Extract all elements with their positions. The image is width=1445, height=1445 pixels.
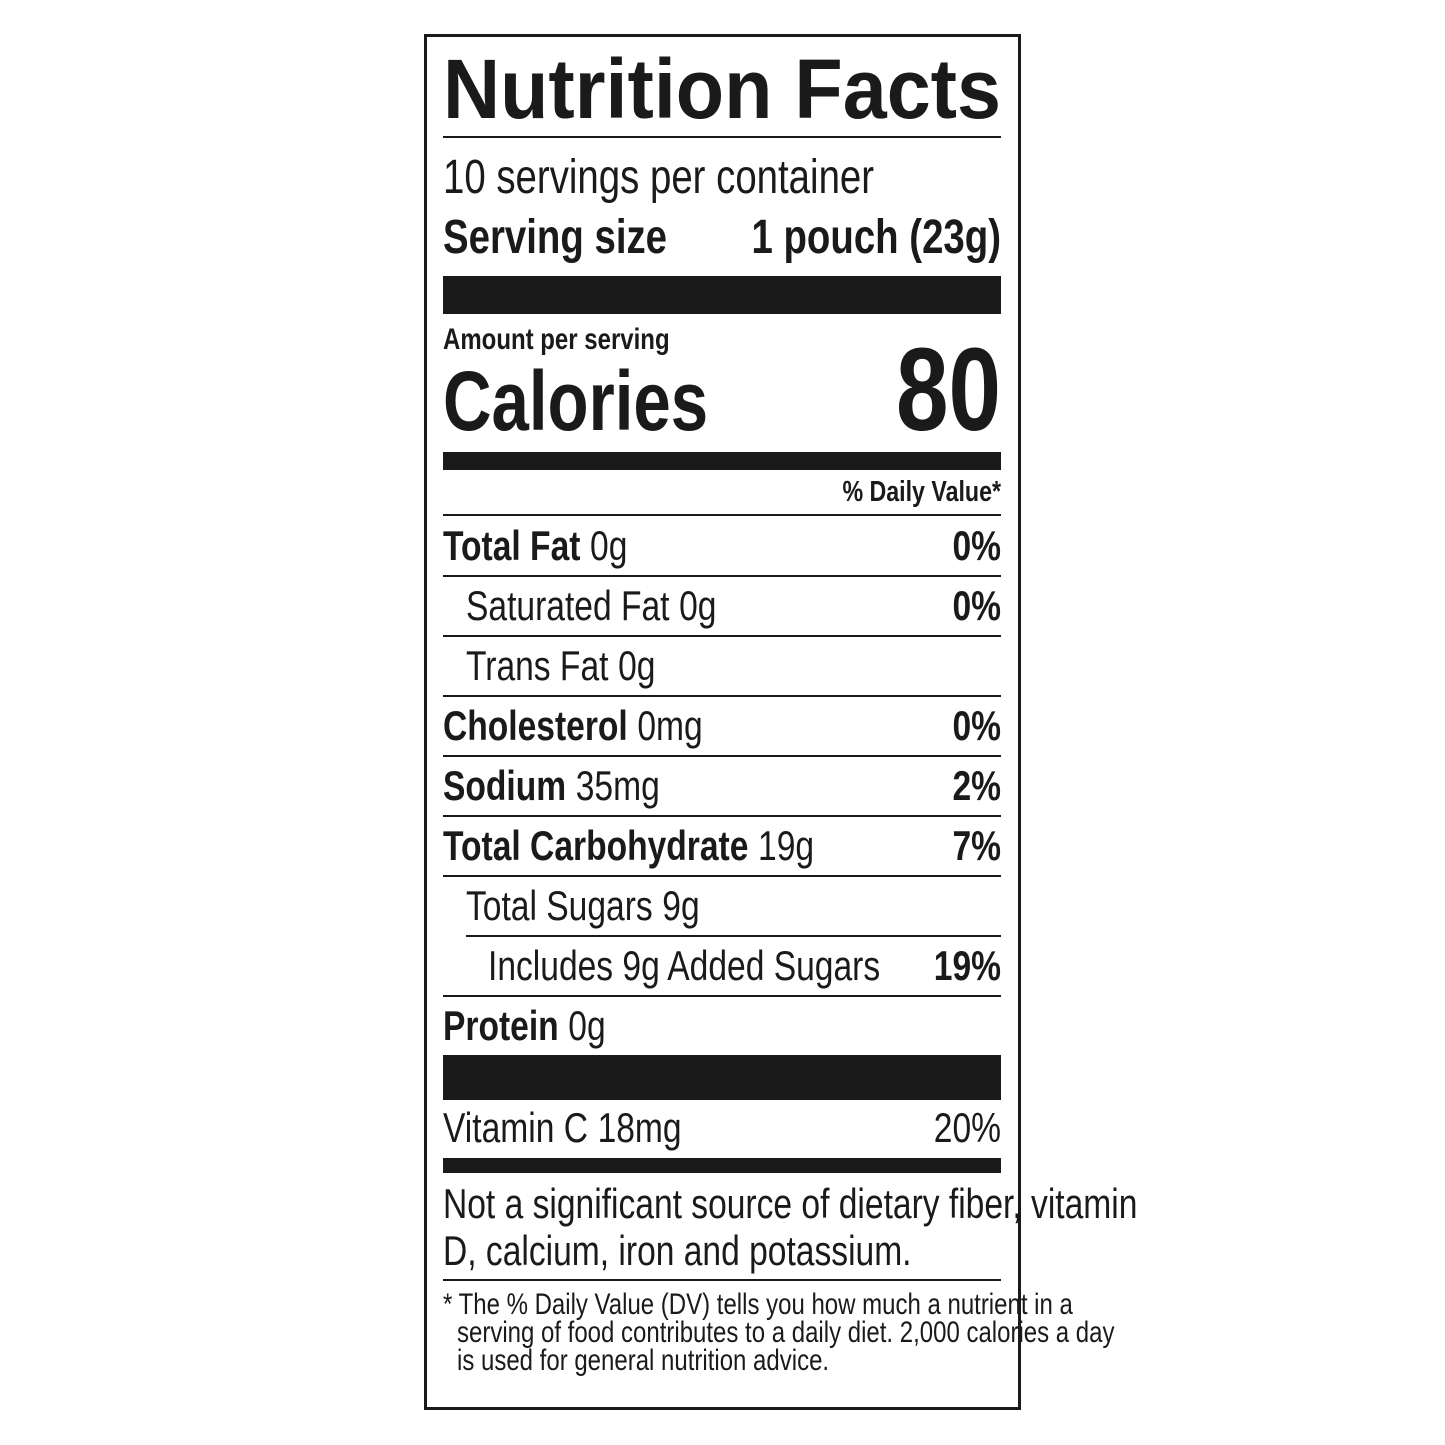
nutrient-name-part: 9g	[662, 884, 699, 930]
nutrient-dv: 2%	[952, 764, 1001, 810]
rule	[443, 875, 1001, 877]
nutrient-name: Trans Fat 0g	[466, 644, 655, 690]
nutrient-name-part: Total Sugars	[466, 884, 653, 930]
nutrient-dv: 7%	[952, 824, 1001, 870]
calories-value: 80	[896, 323, 1001, 456]
amount-per-serving: Amount per serving	[443, 321, 670, 355]
nutrient-name-part: Sodium	[443, 764, 566, 810]
nutrient-name-part: Trans Fat	[466, 644, 609, 690]
rule	[443, 995, 1001, 997]
nutrient-name-part: 35mg	[576, 764, 660, 810]
vitamin-name-part: Vitamin C	[443, 1106, 588, 1152]
nutrient-name-part: Total Fat	[443, 524, 581, 570]
calories-value-part: 80	[896, 323, 1001, 456]
nutrient-name: Sodium 35mg	[443, 764, 660, 810]
daily-value-header: % Daily Value*	[842, 474, 1001, 507]
nutrient-dv: 0%	[952, 704, 1001, 750]
rule	[443, 514, 1001, 516]
nutrient-dv-part: 0%	[952, 704, 1001, 750]
note-line-part: D, calcium, iron and potassium.	[443, 1229, 912, 1275]
nutrient-name: Protein 0g	[443, 1004, 606, 1050]
nutrient-name-part: Protein	[443, 1004, 559, 1050]
nutrient-dv-part: 2%	[952, 764, 1001, 810]
rule	[443, 635, 1001, 637]
rule	[443, 695, 1001, 697]
nutrient-name-part: 0mg	[637, 704, 702, 750]
nutrient-name-part: 19g	[758, 824, 814, 870]
vitamin-name: Vitamin C 18mg	[443, 1106, 682, 1152]
rule	[443, 136, 1001, 138]
thick-bar	[443, 1158, 1001, 1173]
footnote-line-part: is used for general nutrition advice.	[457, 1342, 829, 1376]
thick-bar	[443, 276, 1001, 314]
calories-label-part: Calories	[443, 355, 708, 449]
footnote-line: serving of food contributes to a daily d…	[457, 1314, 1115, 1348]
note-line-part: Not a significant source of dietary fibe…	[443, 1182, 1137, 1228]
thick-bar	[443, 1055, 1001, 1100]
nutrient-name-part: Total Carbohydrate	[443, 824, 748, 870]
nutrient-dv: 19%	[934, 944, 1001, 990]
serving-size-label: Serving size	[443, 211, 667, 264]
vitamin-name-part: 18mg	[598, 1106, 682, 1152]
label-border	[424, 34, 1021, 1410]
serving-size-value: 1 pouch (23g)	[751, 211, 1001, 264]
nutrient-name-part: 0g	[590, 524, 627, 570]
servings-per-container: 10 servings per container	[443, 151, 874, 204]
note-line: D, calcium, iron and potassium.	[443, 1229, 912, 1275]
nutrient-name-part: Saturated Fat	[466, 584, 670, 630]
nutrient-name-part: 0g	[568, 1004, 605, 1050]
nutrient-name: Total Fat 0g	[443, 524, 627, 570]
nutrient-dv: 0%	[952, 524, 1001, 570]
footnote-line-part: serving of food contributes to a daily d…	[457, 1314, 1115, 1348]
thick-bar	[443, 452, 1001, 470]
nutrient-name: Total Carbohydrate 19g	[443, 824, 814, 870]
rule	[443, 1279, 1001, 1281]
serving-size-value-part: 1 pouch (23g)	[751, 211, 1001, 264]
footnote-line: * The % Daily Value (DV) tells you how m…	[443, 1286, 1074, 1320]
nutrient-name-part: Cholesterol	[443, 704, 628, 750]
nutrient-name: Saturated Fat 0g	[466, 584, 716, 630]
nutrient-dv-part: 0%	[952, 524, 1001, 570]
serving-size-label-part: Serving size	[443, 211, 667, 264]
rule	[443, 755, 1001, 757]
nutrient-name-part: Includes 9g Added Sugars	[488, 944, 880, 990]
calories-label: Calories	[443, 355, 708, 449]
nutrient-dv-part: 7%	[952, 824, 1001, 870]
nutrient-dv-part: 0%	[952, 584, 1001, 630]
daily-value-header-part: % Daily Value*	[842, 474, 1001, 507]
servings-per-container-part: 10 servings per container	[443, 151, 874, 204]
nutrient-name: Includes 9g Added Sugars	[488, 944, 880, 990]
vitamin-dv-part: 20%	[934, 1106, 1001, 1152]
footnote-line: is used for general nutrition advice.	[457, 1342, 829, 1376]
vitamin-dv: 20%	[934, 1106, 1001, 1152]
nutrient-dv: 0%	[952, 584, 1001, 630]
rule	[443, 815, 1001, 817]
note-line: Not a significant source of dietary fibe…	[443, 1182, 1137, 1228]
nutrient-dv-part: 19%	[934, 944, 1001, 990]
rule	[466, 935, 1001, 937]
title: Nutrition Facts	[443, 42, 1001, 136]
amount-per-serving-part: Amount per serving	[443, 321, 670, 355]
nutrient-name: Total Sugars 9g	[466, 884, 700, 930]
rule	[443, 575, 1001, 577]
nutrient-name: Cholesterol 0mg	[443, 704, 703, 750]
nutrient-name-part: 0g	[679, 584, 716, 630]
nutrient-name-part: 0g	[618, 644, 655, 690]
footnote-line-part: * The % Daily Value (DV) tells you how m…	[443, 1286, 1074, 1320]
